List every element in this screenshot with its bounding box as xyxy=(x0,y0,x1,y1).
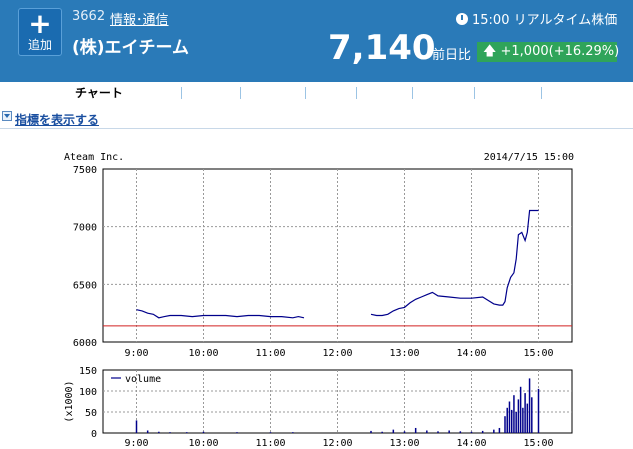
expand-toggle-icon[interactable] xyxy=(2,111,12,121)
price-change-badge: 🡅 +1,000(+16.29%) xyxy=(477,42,620,62)
tab-7[interactable]: レポート xyxy=(417,86,466,100)
volume-x-tick: 11:00 xyxy=(255,438,285,449)
tab-3[interactable]: ニュース xyxy=(186,86,234,100)
price-x-tick: 12:00 xyxy=(322,348,352,359)
price-x-tick: 11:00 xyxy=(255,348,285,359)
tab-separator xyxy=(474,87,475,99)
price-x-tick: 10:00 xyxy=(188,348,218,359)
tab-1[interactable]: チャート xyxy=(69,82,129,104)
clock-icon xyxy=(456,13,468,25)
tab-5[interactable]: 掲示板 xyxy=(310,86,347,100)
add-button-label: 追加 xyxy=(27,38,52,52)
volume-x-tick: 14:00 xyxy=(456,438,486,449)
price-y-tick: 6000 xyxy=(73,338,97,349)
tab-4[interactable]: 企業情報 xyxy=(245,86,294,100)
chart-title: Ateam Inc. xyxy=(64,152,124,163)
price-x-tick: 14:00 xyxy=(456,348,486,359)
volume-legend-label: volume xyxy=(125,374,161,385)
chart-date: 2014/7/15 15:00 xyxy=(484,152,574,163)
tab-separator xyxy=(305,87,306,99)
price-line-afternoon xyxy=(370,209,539,317)
price-x-tick: 15:00 xyxy=(523,348,553,359)
stock-header: + 追加 3662 情報･通信 (株)エイチーム 15:00 リアルタイム株価 … xyxy=(0,0,633,82)
show-indicators-link[interactable]: 指標を表示する xyxy=(15,113,100,127)
stock-code: 3662 xyxy=(72,9,106,24)
tab-8[interactable]: 業績予報 xyxy=(479,86,528,100)
tab-0[interactable]: 詳細情報 xyxy=(14,86,63,100)
tab-9[interactable]: みんかぶ xyxy=(546,86,595,100)
price-y-tick: 7500 xyxy=(73,165,97,176)
tab-2[interactable]: 時系列 xyxy=(134,86,171,100)
price-line-morning xyxy=(136,309,305,319)
volume-y-tick: 100 xyxy=(79,387,97,398)
indicator-row: 指標を表示する xyxy=(0,108,633,129)
plus-icon: + xyxy=(28,7,52,40)
volume-y-tick: 50 xyxy=(85,408,97,419)
volume-x-tick: 12:00 xyxy=(322,438,352,449)
price-y-tick: 7000 xyxy=(73,223,97,234)
volume-x-tick: 15:00 xyxy=(523,438,553,449)
volume-y-tick: 0 xyxy=(91,429,97,440)
company-name: (株)エイチーム xyxy=(72,38,190,58)
tab-6[interactable]: 株主優待 xyxy=(361,86,410,100)
volume-y-label: (x1000) xyxy=(64,380,75,422)
price-x-tick: 13:00 xyxy=(389,348,419,359)
volume-x-tick: 9:00 xyxy=(124,438,148,449)
price-y-tick: 6500 xyxy=(73,280,97,291)
tab-separator xyxy=(356,87,357,99)
industry-link[interactable]: 情報･通信 xyxy=(110,13,169,28)
tab-separator xyxy=(412,87,413,99)
price-change-value: +1,000(+16.29%) xyxy=(500,44,620,59)
prev-day-label: 前日比 xyxy=(432,48,472,63)
stock-chart: Ateam Inc. 2014/7/15 15:00 9:00 10:00 11:00 1… xyxy=(64,152,574,449)
volume-x-tick: 13:00 xyxy=(389,438,419,449)
volume-x-tick: 10:00 xyxy=(188,438,218,449)
realtime-time: 15:00 リアルタイム株価 xyxy=(456,9,617,28)
volume-y-tick: 150 xyxy=(79,366,97,377)
add-button[interactable]: + 追加 xyxy=(18,8,62,56)
tab-separator xyxy=(240,87,241,99)
price-x-tick: 9:00 xyxy=(124,348,148,359)
tab-separator xyxy=(541,87,542,99)
realtime-time-label: 15:00 リアルタイム株価 xyxy=(472,13,618,28)
current-price: 7,140 xyxy=(328,28,436,68)
arrow-up-icon: 🡅 xyxy=(483,44,497,59)
tab-separator xyxy=(181,87,182,99)
